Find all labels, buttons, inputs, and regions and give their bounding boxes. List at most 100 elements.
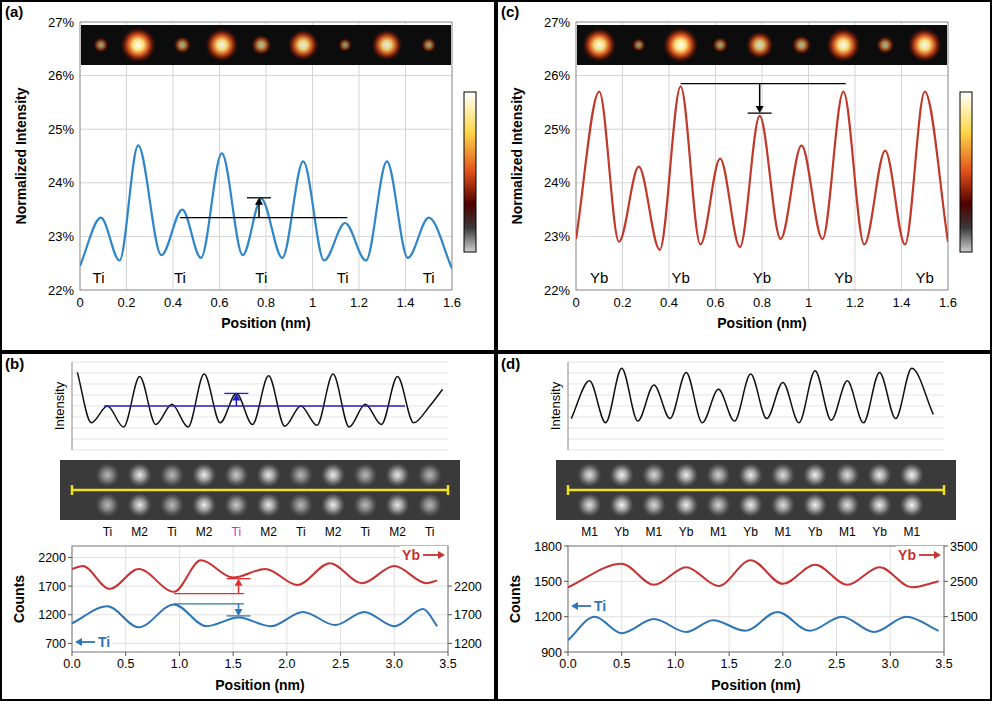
background-line	[568, 439, 944, 440]
series-line	[568, 612, 939, 640]
atom-column	[224, 493, 248, 517]
atom-strip-marks	[93, 27, 436, 63]
panel-border	[497, 353, 991, 700]
plot: 00.20.40.60.811.21.41.622%23%24%25%26%27…	[509, 15, 972, 332]
tick-label: 23%	[48, 229, 74, 244]
tick-mark	[68, 643, 72, 644]
panel-border	[497, 1, 991, 351]
tick-label: 3500	[950, 540, 978, 554]
plot-frame	[72, 546, 448, 652]
tick-mark	[564, 616, 568, 617]
column-label: Ti	[425, 525, 435, 539]
tick-label: 0.4	[164, 295, 182, 310]
background-line	[72, 439, 448, 440]
marks	[72, 560, 437, 627]
atom-column	[907, 28, 942, 63]
atom-column	[251, 35, 272, 56]
column-label: Yb	[872, 525, 887, 539]
axis-title: Counts	[507, 575, 523, 623]
grid-line	[576, 129, 948, 130]
atom-label: Ti	[423, 269, 435, 286]
plot-area	[576, 22, 948, 290]
background-line	[72, 395, 448, 396]
atom-column	[205, 28, 239, 62]
tick-label: 700	[45, 637, 66, 651]
atom-column	[93, 37, 109, 53]
arrow-head	[235, 609, 243, 616]
atom-column	[868, 463, 892, 487]
tick-label: 2500	[950, 575, 978, 589]
atom-column	[835, 493, 859, 517]
grid-line	[72, 643, 448, 644]
atom-column	[321, 463, 345, 487]
axis-arrow	[577, 605, 591, 607]
tick-label: 0.0	[63, 657, 80, 671]
tick-label: 0	[572, 295, 579, 310]
atom-label: Ti	[255, 269, 267, 286]
panel-label: (c)	[501, 3, 519, 20]
atom-column	[610, 463, 634, 487]
annotation-arrow	[759, 84, 761, 107]
tick-label: 0	[76, 295, 83, 310]
tick-mark	[675, 652, 676, 656]
atom-column	[224, 463, 248, 487]
tick-mark	[394, 652, 395, 656]
axis-arrow	[919, 554, 935, 556]
tick-label: 25%	[48, 122, 74, 137]
tick-label: 27%	[48, 15, 74, 30]
tick-label: 0.8	[753, 295, 771, 310]
tick-label: 22%	[48, 283, 74, 298]
tick-label: 1.4	[892, 295, 910, 310]
tick-label: 1800	[534, 540, 562, 554]
tick-mark	[564, 652, 568, 653]
axis-title: Position (nm)	[221, 315, 310, 331]
grid-line	[72, 586, 448, 587]
atom-label: Yb	[834, 269, 852, 286]
arrow-head	[934, 551, 941, 559]
grid-line	[80, 182, 452, 183]
tick-label: 1.5	[720, 657, 737, 671]
grid-line	[80, 236, 452, 237]
tick-label: 2.0	[278, 657, 295, 671]
tick-label: 2.0	[774, 657, 791, 671]
tick-mark	[233, 652, 234, 656]
plot-frame	[80, 22, 452, 290]
background-line	[72, 373, 448, 374]
column-label: M2	[260, 525, 277, 539]
series-label: Yb	[896, 546, 943, 564]
axis-title: Position (nm)	[711, 677, 800, 693]
column-label: Ti	[167, 525, 177, 539]
series-line	[77, 372, 442, 427]
column-label: Yb	[743, 525, 758, 539]
arrow-head	[232, 393, 240, 400]
column-label: M1	[903, 525, 920, 539]
grid-line	[890, 546, 891, 652]
background-line	[568, 417, 944, 418]
column-label: Yb	[808, 525, 823, 539]
series-name: Yb	[898, 547, 916, 563]
label-patch	[73, 633, 112, 651]
profile-marks	[77, 372, 442, 427]
atom-column	[610, 493, 634, 517]
tick-label: 24%	[544, 175, 570, 190]
panel-label: (b)	[5, 355, 24, 372]
grid-line	[621, 546, 622, 652]
background-line	[568, 428, 944, 429]
tick-label: 1200	[534, 610, 562, 624]
arrow-head	[75, 638, 82, 646]
tick-label: 900	[541, 646, 562, 660]
grid-line	[72, 614, 448, 615]
tick-label: 1.2	[350, 295, 368, 310]
column-label: M1	[710, 525, 727, 539]
tick-mark	[125, 652, 126, 656]
grid-line	[394, 546, 395, 652]
background-line	[72, 428, 448, 429]
color-bar	[960, 92, 972, 252]
column-label: M1	[775, 525, 792, 539]
plot: 00.20.40.60.811.21.41.622%23%24%25%26%27…	[13, 15, 476, 332]
background-line	[568, 362, 944, 363]
profile-marks	[571, 368, 933, 423]
atom-strip	[81, 25, 451, 65]
grid-line	[576, 236, 948, 237]
stem-image	[60, 460, 460, 520]
